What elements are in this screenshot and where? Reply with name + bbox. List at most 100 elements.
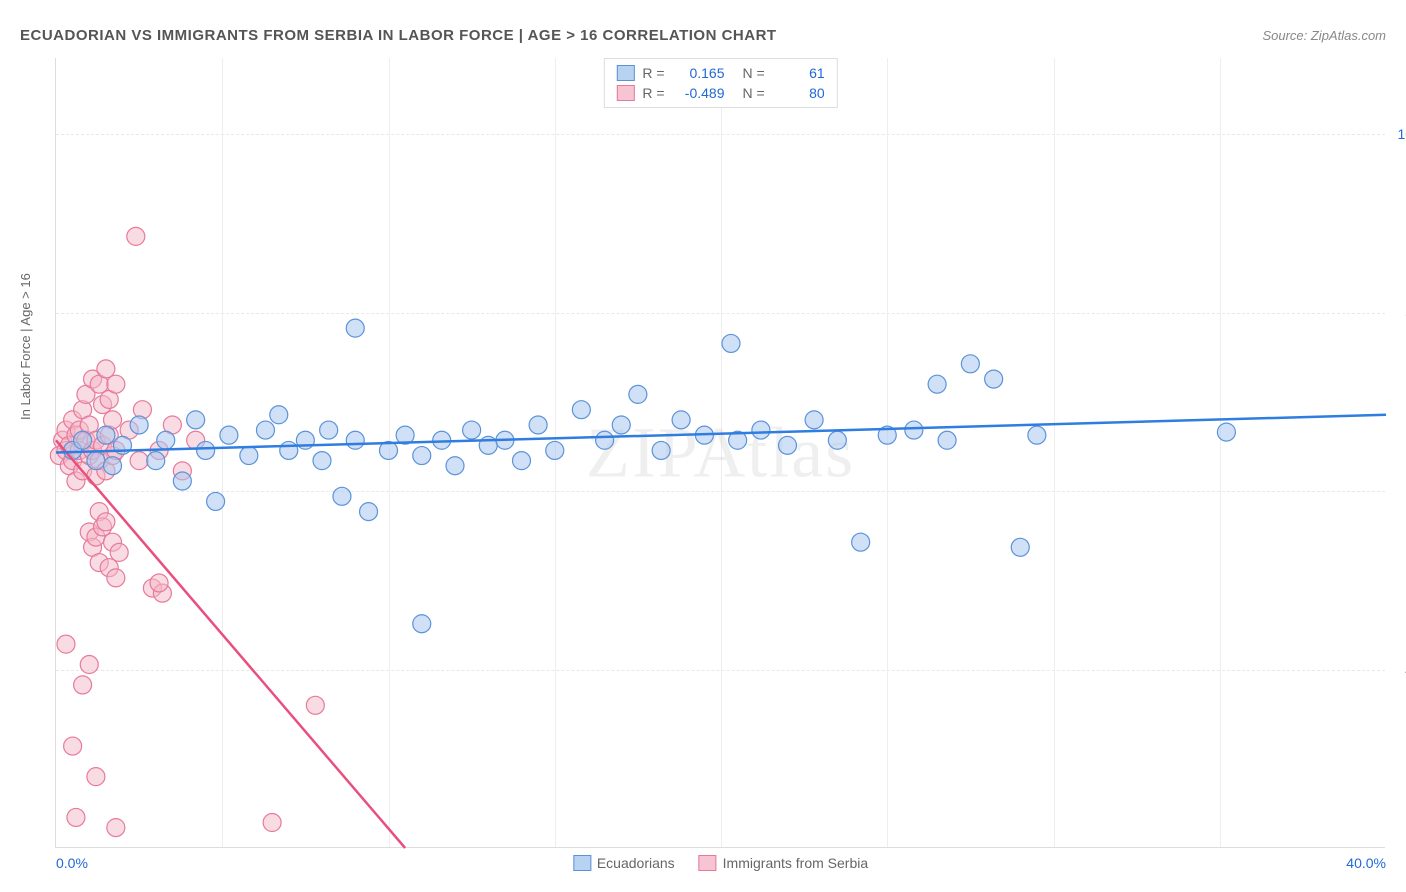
data-point — [752, 421, 770, 439]
data-point — [57, 635, 75, 653]
data-point — [64, 737, 82, 755]
data-point — [240, 447, 258, 465]
data-point — [805, 411, 823, 429]
scatter-plot-svg — [56, 58, 1385, 847]
legend-r-label: R = — [642, 85, 664, 101]
legend-n-label: N = — [743, 85, 765, 101]
correlation-legend: R = 0.165 N = 61 R = -0.489 N = 80 — [603, 58, 837, 108]
legend-r-value: -0.489 — [677, 85, 725, 101]
data-point — [852, 533, 870, 551]
data-point — [130, 416, 148, 434]
legend-item: Ecuadorians — [573, 855, 675, 871]
legend-swatch — [699, 855, 717, 871]
y-tick-label: 82.5% — [1390, 305, 1406, 321]
chart-plot-area: 100.0%82.5%65.0%47.5%0.0%40.0% R =0.165N… — [55, 58, 1385, 848]
data-point — [127, 227, 145, 245]
data-point — [1217, 423, 1235, 441]
chart-title: ECUADORIAN VS IMMIGRANTS FROM SERBIA IN … — [20, 27, 777, 44]
data-point — [546, 441, 564, 459]
data-point — [572, 401, 590, 419]
data-point — [612, 416, 630, 434]
legend-n-label: N = — [743, 65, 765, 81]
legend-swatch — [573, 855, 591, 871]
data-point — [333, 487, 351, 505]
data-point — [652, 441, 670, 459]
data-point — [80, 656, 98, 674]
data-point — [280, 441, 298, 459]
data-point — [74, 676, 92, 694]
data-point — [928, 375, 946, 393]
y-tick-label: 47.5% — [1390, 662, 1406, 678]
y-axis-label: In Labor Force | Age > 16 — [18, 273, 33, 420]
data-point — [779, 436, 797, 454]
data-point — [529, 416, 547, 434]
data-point — [87, 452, 105, 470]
legend-n-value: 61 — [777, 65, 825, 81]
legend-item: Immigrants from Serbia — [699, 855, 868, 871]
data-point — [270, 406, 288, 424]
data-point — [961, 355, 979, 373]
legend-n-value: 80 — [777, 85, 825, 101]
legend-swatch — [616, 65, 634, 81]
x-tick-label: 40.0% — [1346, 855, 1386, 871]
data-point — [263, 814, 281, 832]
legend-stat-row: R = -0.489 N = 80 — [616, 83, 824, 103]
data-point — [905, 421, 923, 439]
data-point — [413, 447, 431, 465]
data-point — [360, 503, 378, 521]
data-point — [346, 431, 364, 449]
trend-line — [56, 440, 405, 848]
data-point — [1011, 538, 1029, 556]
x-tick-label: 0.0% — [56, 855, 88, 871]
data-point — [220, 426, 238, 444]
data-point — [1028, 426, 1046, 444]
data-point — [87, 768, 105, 786]
data-point — [629, 385, 647, 403]
data-point — [596, 431, 614, 449]
data-point — [97, 426, 115, 444]
legend-series-name: Ecuadorians — [597, 855, 675, 871]
legend-swatch — [616, 85, 634, 101]
legend-r-value: 0.165 — [677, 65, 725, 81]
data-point — [104, 457, 122, 475]
y-tick-label: 100.0% — [1390, 126, 1406, 142]
y-tick-label: 65.0% — [1390, 483, 1406, 499]
data-point — [985, 370, 1003, 388]
data-point — [828, 431, 846, 449]
data-point — [97, 513, 115, 531]
data-point — [197, 441, 215, 459]
data-point — [320, 421, 338, 439]
data-point — [74, 431, 92, 449]
legend-series-name: Immigrants from Serbia — [723, 855, 868, 871]
data-point — [463, 421, 481, 439]
data-point — [446, 457, 464, 475]
data-point — [256, 421, 274, 439]
data-point — [110, 543, 128, 561]
data-point — [67, 808, 85, 826]
data-point — [346, 319, 364, 337]
data-point — [313, 452, 331, 470]
data-point — [157, 431, 175, 449]
series-legend: Ecuadorians Immigrants from Serbia — [573, 855, 868, 871]
data-point — [107, 819, 125, 837]
data-point — [722, 334, 740, 352]
legend-r-label: R = — [642, 65, 664, 81]
chart-header: ECUADORIAN VS IMMIGRANTS FROM SERBIA IN … — [20, 20, 1386, 50]
data-point — [513, 452, 531, 470]
data-point — [130, 452, 148, 470]
source-attribution: Source: ZipAtlas.com — [1262, 28, 1386, 43]
data-point — [938, 431, 956, 449]
data-point — [150, 574, 168, 592]
data-point — [147, 452, 165, 470]
data-point — [413, 615, 431, 633]
data-point — [107, 569, 125, 587]
data-point — [207, 492, 225, 510]
data-point — [187, 411, 205, 429]
data-point — [173, 472, 191, 490]
data-point — [97, 360, 115, 378]
data-point — [107, 375, 125, 393]
trend-line — [56, 415, 1386, 453]
data-point — [306, 696, 324, 714]
legend-stat-row: R = 0.165 N = 61 — [616, 63, 824, 83]
data-point — [672, 411, 690, 429]
